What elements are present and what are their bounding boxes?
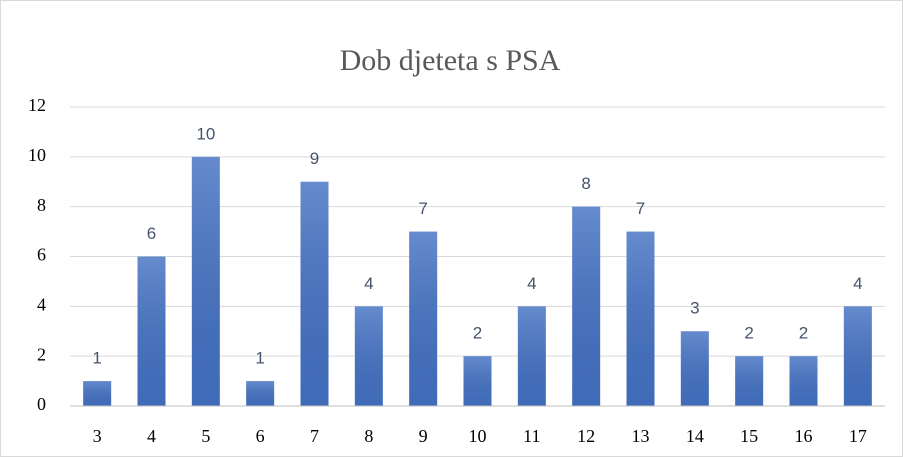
data-label: 2: [744, 324, 753, 343]
x-tick-label: 10: [469, 426, 487, 446]
x-tick-label: 6: [256, 426, 265, 446]
y-tick-label: 8: [37, 195, 46, 215]
data-label: 10: [196, 124, 215, 143]
bar-shade: [572, 206, 601, 406]
data-label: 1: [92, 349, 101, 368]
bar-shade: [409, 231, 438, 406]
bar-shade: [191, 156, 220, 406]
bar-shade: [137, 256, 166, 406]
x-tick-label: 16: [795, 426, 813, 446]
x-tick-label: 3: [93, 426, 102, 446]
x-tick-label: 4: [147, 426, 156, 446]
x-tick-label: 13: [632, 426, 650, 446]
data-label: 8: [581, 174, 590, 193]
data-label: 4: [527, 274, 536, 293]
y-tick-label: 4: [37, 294, 46, 314]
x-tick-label: 5: [201, 426, 210, 446]
bar-shade: [354, 306, 383, 406]
y-tick-label: 10: [28, 145, 46, 165]
data-label: 7: [636, 199, 645, 218]
bar-shade: [680, 331, 709, 406]
y-tick-label: 6: [37, 245, 46, 265]
chart-title: Dob djeteta s PSA: [340, 44, 561, 77]
x-tick-label: 17: [849, 426, 867, 446]
data-label: 3: [690, 299, 699, 318]
bar-shade: [463, 356, 492, 406]
x-tick-label: 7: [310, 426, 319, 446]
bar-shade: [246, 381, 275, 406]
x-tick-label: 14: [686, 426, 704, 446]
data-label: 2: [799, 324, 808, 343]
data-label: 9: [310, 149, 319, 168]
data-label: 7: [418, 199, 427, 218]
data-label: 1: [255, 349, 264, 368]
bar-shade: [735, 356, 764, 406]
y-tick-label: 2: [37, 344, 46, 364]
x-tick-label: 15: [740, 426, 758, 446]
y-tick-label: 12: [28, 95, 46, 115]
x-tick-label: 12: [577, 426, 595, 446]
bar-shade: [300, 181, 329, 406]
x-tick-label: 11: [523, 426, 540, 446]
bar-shade: [517, 306, 546, 406]
data-label: 6: [147, 224, 156, 243]
data-label: 4: [853, 274, 862, 293]
bar-shade: [789, 356, 818, 406]
data-label: 4: [364, 274, 373, 293]
x-tick-label: 9: [419, 426, 428, 446]
y-tick-label: 0: [37, 394, 46, 414]
bar-shade: [626, 231, 655, 406]
data-label: 2: [473, 324, 482, 343]
bar-shade: [843, 306, 872, 406]
x-tick-label: 8: [364, 426, 373, 446]
bar-shade: [83, 381, 112, 406]
